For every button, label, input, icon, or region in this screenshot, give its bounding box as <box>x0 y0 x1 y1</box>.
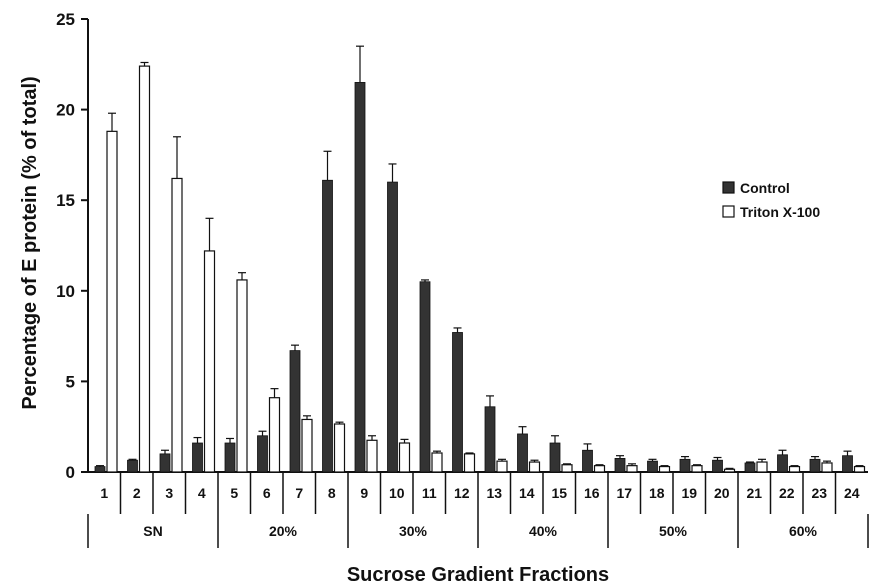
bar-control <box>322 179 333 473</box>
legend-label-triton: Triton X-100 <box>740 204 820 220</box>
bar-control <box>647 460 658 473</box>
x-tick-label: 21 <box>746 485 762 501</box>
y-tick-label: 5 <box>66 372 75 391</box>
bar-triton <box>593 465 606 473</box>
x-tick-label: 11 <box>422 485 437 501</box>
x-tick-label: 12 <box>454 485 470 501</box>
bar-triton <box>658 465 671 473</box>
x-tick-label: 16 <box>584 485 600 501</box>
x-tick-label: 22 <box>779 485 795 501</box>
x-tick-label: 10 <box>389 485 405 501</box>
x-tick-label: 24 <box>844 485 860 501</box>
x-tick-label: 23 <box>811 485 827 501</box>
bar-triton <box>366 439 378 473</box>
bar-triton <box>333 423 346 473</box>
bar-triton <box>496 460 508 473</box>
bar-control <box>809 458 821 473</box>
bar-control <box>582 449 593 473</box>
bar-triton <box>106 130 118 473</box>
x-tick-label: 19 <box>681 485 697 501</box>
bar-control <box>549 442 561 473</box>
y-tick-label: 15 <box>56 191 75 210</box>
bar-triton <box>463 453 476 473</box>
bar-control <box>159 453 171 473</box>
bar-control <box>842 455 853 473</box>
x-tick-label: 1 <box>100 485 108 501</box>
bar-control <box>452 332 463 473</box>
bar-control <box>777 454 788 473</box>
y-tick-label: 10 <box>56 282 75 301</box>
bar-triton <box>756 461 768 473</box>
bar-triton <box>691 465 703 473</box>
group-label: SN <box>143 523 162 539</box>
y-axis-title: Percentage of E protein (% of total) <box>19 76 41 409</box>
legend: Control Triton X-100 <box>722 180 820 220</box>
bar-control <box>94 466 106 473</box>
y-tick-label: 20 <box>56 101 75 120</box>
bar-control <box>224 442 236 473</box>
y-tick-label: 25 <box>56 10 75 29</box>
bar-triton <box>561 464 573 473</box>
bar-triton <box>528 461 541 473</box>
bar-control <box>257 435 268 473</box>
bar-control <box>387 181 398 473</box>
bar-triton <box>853 465 866 473</box>
x-tick-label: 4 <box>198 485 206 501</box>
x-tick-label: 5 <box>230 485 238 501</box>
legend-swatch-triton <box>722 205 735 218</box>
bar-control <box>127 459 138 473</box>
legend-label-control: Control <box>740 180 790 196</box>
bar-control <box>614 458 626 473</box>
group-label: 20% <box>269 523 298 539</box>
x-tick-label: 15 <box>551 485 567 501</box>
bar-triton <box>431 452 443 473</box>
bar-triton <box>171 177 183 473</box>
x-tick-label: 7 <box>295 485 303 501</box>
bar-control <box>354 82 366 473</box>
x-tick-label: 13 <box>486 485 502 501</box>
bar-triton <box>626 465 638 473</box>
bar-control <box>484 406 496 473</box>
bar-control <box>192 442 203 473</box>
bar-triton <box>301 418 313 473</box>
x-tick-label: 18 <box>649 485 665 501</box>
x-tick-label: 14 <box>519 485 535 501</box>
x-tick-label: 3 <box>165 485 173 501</box>
bar-control <box>679 458 691 473</box>
bar-control <box>419 281 431 473</box>
bar-triton <box>723 468 736 473</box>
group-label: 50% <box>659 523 688 539</box>
group-label: 40% <box>529 523 558 539</box>
legend-swatch-control <box>722 181 735 194</box>
bar-triton <box>788 465 801 473</box>
bar-control <box>712 459 723 473</box>
y-tick-label: 0 <box>66 463 75 482</box>
bar-triton <box>203 250 216 473</box>
bar-triton <box>268 397 281 473</box>
bar-control <box>289 350 301 473</box>
x-tick-label: 9 <box>360 485 368 501</box>
x-tick-label: 17 <box>616 485 632 501</box>
group-label: 60% <box>789 523 818 539</box>
bar-triton <box>398 442 411 473</box>
x-tick-label: 20 <box>714 485 730 501</box>
bar-triton <box>821 462 833 473</box>
bar-control <box>744 462 756 473</box>
bar-control <box>517 433 528 473</box>
x-tick-label: 8 <box>328 485 336 501</box>
group-label: 30% <box>399 523 428 539</box>
bar-triton <box>138 65 151 473</box>
x-axis-title: Sucrose Gradient Fractions <box>347 564 609 586</box>
x-tick-label: 2 <box>133 485 141 501</box>
x-tick-label: 6 <box>263 485 271 501</box>
bar-triton <box>236 279 248 473</box>
